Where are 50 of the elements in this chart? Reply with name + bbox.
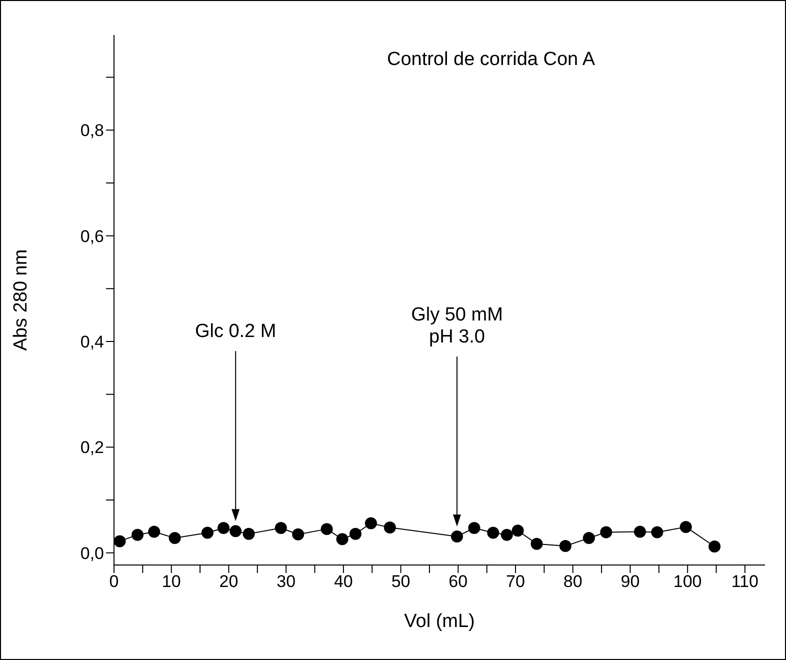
x-tick-label: 110 xyxy=(731,572,758,592)
point xyxy=(384,521,396,534)
annotation: Gly 50 mM pH 3.0 xyxy=(411,304,503,348)
point xyxy=(559,540,572,552)
annotation: Glc 0.2 M xyxy=(194,321,276,342)
point xyxy=(218,522,230,534)
point xyxy=(680,520,692,533)
x-tick-label: 70 xyxy=(506,572,525,592)
point xyxy=(364,517,377,530)
y-tick-label: 0,4 xyxy=(80,332,104,352)
x-tick-label: 80 xyxy=(563,572,582,592)
point xyxy=(274,522,287,534)
point xyxy=(114,535,126,548)
point xyxy=(708,540,721,553)
point xyxy=(168,532,181,544)
x-tick-label: 20 xyxy=(219,572,238,592)
x-tick-label: 90 xyxy=(620,572,640,592)
y-tick-label: 0,8 xyxy=(80,121,104,140)
y-axis-title: Abs 280 nm xyxy=(10,249,32,351)
x-tick-label: 40 xyxy=(334,572,353,592)
x-tick-label: 50 xyxy=(391,572,410,592)
point xyxy=(512,524,524,537)
point xyxy=(582,532,595,544)
point xyxy=(634,526,646,538)
point xyxy=(292,528,304,540)
x-tick-label: 10 xyxy=(162,572,181,592)
point xyxy=(320,523,333,536)
point xyxy=(500,528,513,541)
point xyxy=(132,528,144,541)
text: Control de corrida Con A xyxy=(386,49,596,71)
point xyxy=(336,533,348,546)
point xyxy=(468,522,480,534)
y-tick-label: 0,6 xyxy=(80,226,104,246)
x-axis-title: Vol (mL) xyxy=(404,611,475,632)
point xyxy=(450,530,463,542)
point xyxy=(201,526,214,539)
point xyxy=(600,526,612,538)
y-tick-label: 0,2 xyxy=(80,438,104,458)
point xyxy=(487,526,500,539)
x-tick-label: 30 xyxy=(276,572,296,592)
point xyxy=(651,526,664,538)
point xyxy=(530,538,543,550)
point xyxy=(148,526,160,538)
y-tick-label: 0,0 xyxy=(80,544,104,563)
point xyxy=(242,528,255,540)
x-tick-label: 60 xyxy=(448,572,468,592)
point xyxy=(349,528,362,540)
point xyxy=(230,525,242,538)
x-tick-label: 100 xyxy=(673,572,702,592)
x-tick-label: 0 xyxy=(109,572,119,592)
